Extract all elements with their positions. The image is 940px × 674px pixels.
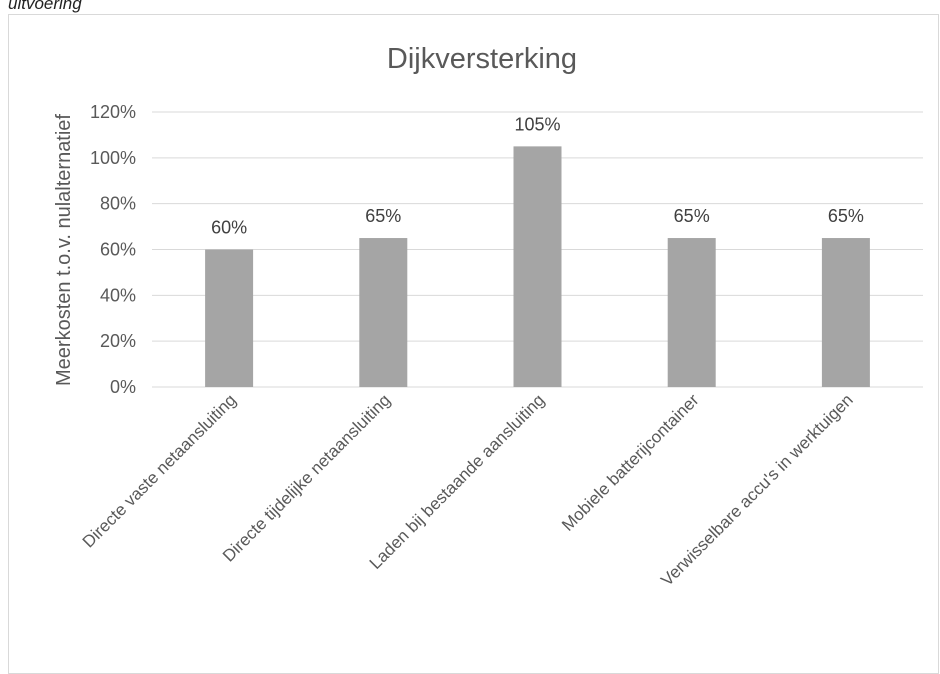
category-label: Laden bij bestaande aansluiting (366, 390, 549, 573)
bar (513, 146, 562, 387)
bar (205, 249, 254, 387)
figure-caption: uitvoering (8, 0, 82, 13)
data-labels: 60% 65% 105% 65% 65% (211, 114, 864, 237)
bars (205, 146, 870, 387)
category-label: Directe tijdelijke netaansluiting (219, 390, 394, 565)
y-tick-label: 60% (100, 240, 136, 260)
data-label: 60% (211, 218, 247, 238)
bar (667, 238, 716, 387)
data-label: 65% (674, 206, 710, 226)
y-tick-label: 80% (100, 194, 136, 214)
y-tick-label: 100% (90, 148, 136, 168)
y-tick-labels: 0% 20% 40% 60% 80% 100% 120% (90, 102, 136, 397)
bar (821, 238, 870, 387)
bar (359, 238, 408, 387)
data-label: 105% (514, 114, 560, 134)
category-label: Mobiele batterijcontainer (558, 390, 703, 535)
data-label: 65% (828, 206, 864, 226)
y-tick-label: 40% (100, 285, 136, 305)
chart-area (8, 14, 939, 674)
category-label: Verwisselbare accu's in werktuigen (657, 390, 856, 589)
category-label: Directe vaste netaansluiting (79, 390, 240, 551)
y-tick-label: 120% (90, 102, 136, 122)
y-tick-label: 20% (100, 331, 136, 351)
y-tick-label: 0% (110, 377, 136, 397)
data-label: 65% (365, 206, 401, 226)
y-axis-label: Meerkosten t.o.v. nulalternatief (53, 114, 75, 386)
chart-title: Dijkversterking (387, 43, 577, 75)
